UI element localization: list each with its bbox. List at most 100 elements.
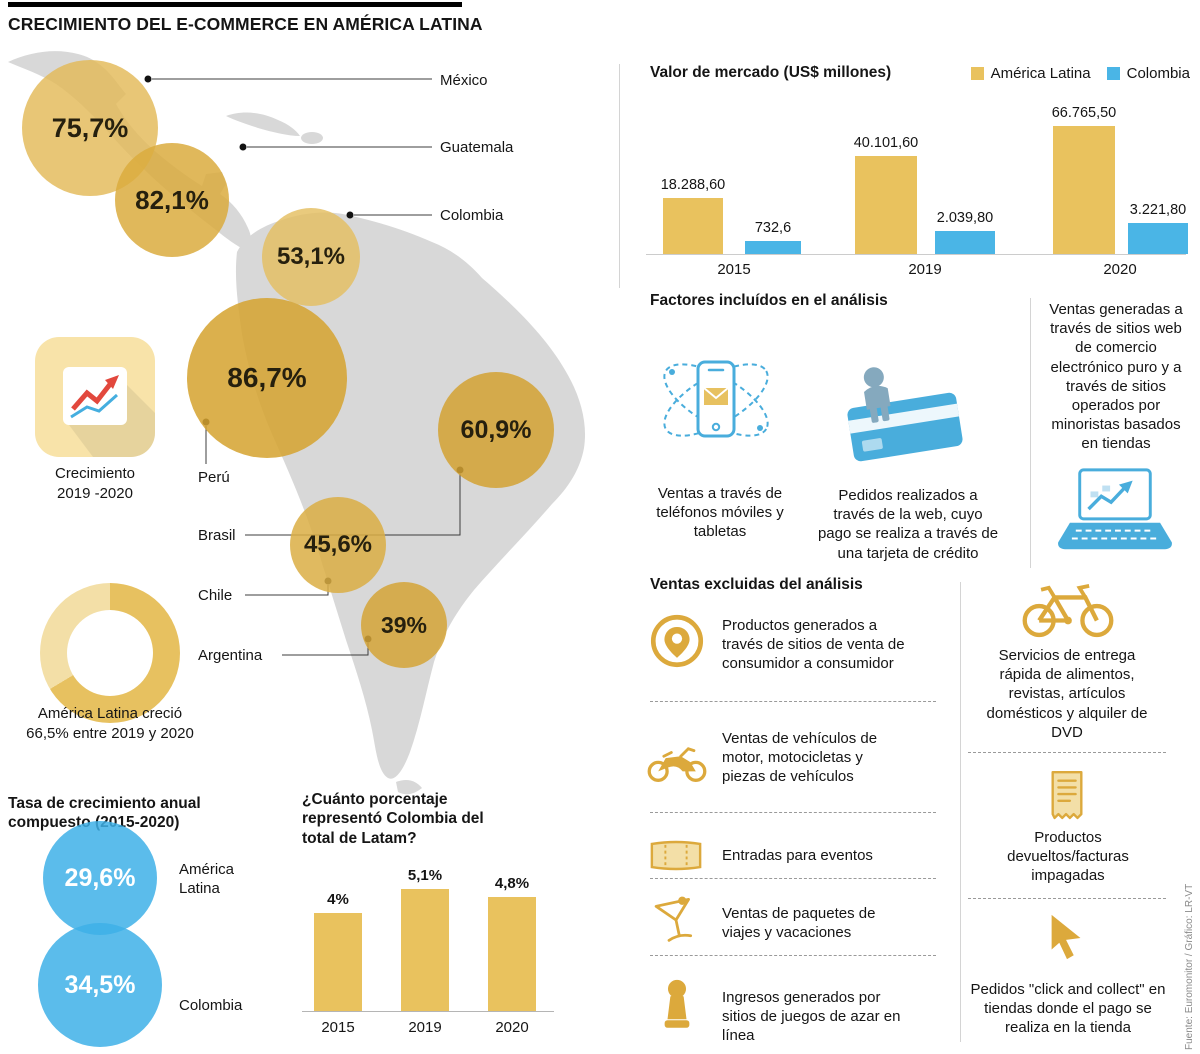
cursor-icon — [1042, 912, 1092, 964]
ticket-icon — [648, 838, 704, 873]
mv-year-2020: 2020 — [1103, 261, 1137, 278]
divider-map-chart — [619, 64, 620, 288]
growth-bubble-brasil: 60,9% — [438, 372, 554, 488]
excluded-title: Ventas excluidas del análisis — [650, 576, 863, 593]
share-year-2020: 2020 — [495, 1019, 529, 1036]
country-label-chile: Chile — [198, 587, 233, 604]
mv-label-colombia-2019: 2.039,80 — [936, 210, 994, 226]
country-label-mexico: México — [440, 72, 488, 89]
mv-label-latam-2015: 18.288,60 — [660, 177, 726, 193]
growth-bubble-peru: 86,7% — [187, 298, 347, 458]
share-bar-2019: 5,1% — [401, 867, 449, 1011]
excluded-item-delivery-text: Servicios de entrega rápida de alimentos… — [986, 647, 1148, 741]
country-label-brasil: Brasil — [198, 527, 236, 544]
growth-legend-line2: 2019 -2020 — [57, 485, 133, 503]
growth-bubble-chile: 45,6% — [290, 497, 386, 593]
mv-label-colombia-2015: 732,6 — [754, 220, 792, 236]
title-rule — [8, 2, 462, 7]
mv-bar-colombia-2019: 2.039,80 — [935, 210, 995, 254]
factors-item-card-text: Pedidos realizados a través de la web, c… — [817, 487, 999, 562]
legend-label-latam: América Latina — [990, 65, 1091, 82]
donut-caption: América Latina creció 66,5% entre 2019 y… — [26, 705, 194, 742]
dashed-divider — [650, 955, 936, 956]
dashed-divider — [650, 812, 936, 813]
legend-swatch-latam — [970, 67, 984, 80]
factors-item-mobile-text: Ventas a través de teléfonos móviles y t… — [656, 485, 784, 541]
mv-label-latam-2020: 66.765,50 — [1051, 105, 1117, 121]
hispaniola-shape — [301, 132, 323, 144]
legend-item-colombia: Colombia — [1106, 65, 1190, 82]
growth-bubble-guatemala: 82,1% — [115, 143, 229, 257]
share-chart-axis — [302, 1011, 554, 1012]
growth-bubble-argentina: 39% — [361, 582, 447, 668]
country-label-colombia: Colombia — [440, 207, 504, 224]
market-value-title: Valor de mercado (US$ millones) — [650, 64, 892, 81]
mv-bar-colombia-2020: 3.221,80 — [1128, 202, 1188, 254]
legend-item-latam: América Latina — [970, 65, 1091, 82]
factors-item-web-text: Ventas generadas a través de sitios web … — [1049, 301, 1183, 453]
divider-factors — [1030, 298, 1031, 568]
latam-growth-donut — [40, 583, 180, 723]
mv-year-2015: 2015 — [717, 261, 751, 278]
share-bar-label-2020: 4,8% — [494, 875, 530, 892]
market-value-legend: América Latina Colombia — [970, 65, 1190, 82]
colombia-share-chart: ¿Cuánto porcentaje representó Colombia d… — [300, 790, 562, 1038]
excluded-item-click-collect-text: Pedidos "click and collect" en tiendas d… — [970, 981, 1166, 1037]
mv-year-2019: 2019 — [908, 261, 942, 278]
country-label-argentina: Argentina — [198, 647, 263, 664]
source-credit: Fuente: Euromonitor / Gráfico: LR-VT — [1184, 883, 1195, 1050]
cagr-label-colombia: Colombia — [179, 997, 243, 1014]
mv-bar-latam-2020: 66.765,50 — [1052, 105, 1116, 254]
excluded-item-vehicles-text: Ventas de vehículos de motor, motociclet… — [722, 730, 878, 786]
cuba-shape — [226, 112, 300, 136]
market-value-chart: Valor de mercado (US$ millones) América … — [628, 60, 1190, 278]
dashed-divider — [968, 898, 1166, 899]
mv-label-latam-2019: 40.101,60 — [853, 135, 919, 151]
tierra-del-fuego-shape — [396, 780, 422, 795]
pawn-icon — [658, 976, 696, 1034]
excluded-item-returns-text: Productos devueltos/facturas impagadas — [1007, 829, 1129, 885]
excluded-item-gambling-text: Ingresos generados por sitios de juegos … — [722, 989, 901, 1045]
share-bar-label-2019: 5,1% — [407, 867, 443, 884]
excluded-item-travel-text: Ventas de paquetes de viajes y vacacione… — [722, 905, 876, 942]
country-label-peru: Perú — [198, 469, 230, 486]
credit-card-icon — [838, 352, 972, 467]
cagr-label-latam: América Latina — [179, 861, 235, 897]
cagr-bubble-latam: 29,6% — [43, 821, 157, 935]
bicycle-icon — [1018, 578, 1118, 638]
cocktail-icon — [652, 894, 700, 946]
cagr-title: Tasa de crecimiento anual compuesto (201… — [8, 795, 201, 832]
legend-swatch-colombia — [1106, 67, 1120, 80]
dashed-divider — [650, 701, 936, 702]
invoice-icon — [1046, 770, 1088, 822]
legend-label-colombia: Colombia — [1126, 65, 1190, 82]
motorcycle-icon — [645, 738, 709, 784]
excluded-item-events-text: Entradas para eventos — [722, 847, 873, 864]
dashed-divider — [650, 878, 936, 879]
excluded-item-c2c-text: Productos generados a través de sitios d… — [722, 617, 905, 673]
mv-bar-latam-2015: 18.288,60 — [661, 177, 725, 254]
mv-label-colombia-2020: 3.221,80 — [1129, 202, 1187, 218]
laptop-icon — [1056, 464, 1174, 562]
share-year-2015: 2015 — [321, 1019, 355, 1036]
cagr-bubble-colombia: 34,5% — [38, 923, 162, 1047]
country-label-guatemala: Guatemala — [440, 139, 514, 156]
growth-legend: Crecimiento 2019 -2020 — [25, 464, 165, 505]
growth-trend-icon — [35, 337, 155, 457]
share-year-2019: 2019 — [408, 1019, 442, 1036]
market-value-axis — [646, 254, 1186, 255]
growth-legend-line1: Crecimiento — [54, 465, 136, 482]
growth-bubble-colombia: 53,1% — [262, 208, 360, 306]
share-bar-label-2015: 4% — [327, 891, 349, 908]
dashed-divider — [968, 752, 1166, 753]
share-chart-title: ¿Cuánto porcentaje representó Colombia d… — [302, 791, 484, 847]
mv-bar-colombia-2015: 732,6 — [745, 220, 801, 254]
page-title: CRECIMIENTO DEL E-COMMERCE EN AMÉRICA LA… — [8, 14, 483, 34]
factors-title: Factores incluídos en el análisis — [650, 292, 888, 309]
share-bar-2020: 4,8% — [488, 875, 536, 1011]
location-pin-icon — [650, 614, 704, 668]
divider-excluded — [960, 582, 961, 1042]
mobile-tablet-icon — [652, 336, 780, 466]
mv-bar-latam-2019: 40.101,60 — [854, 135, 918, 254]
